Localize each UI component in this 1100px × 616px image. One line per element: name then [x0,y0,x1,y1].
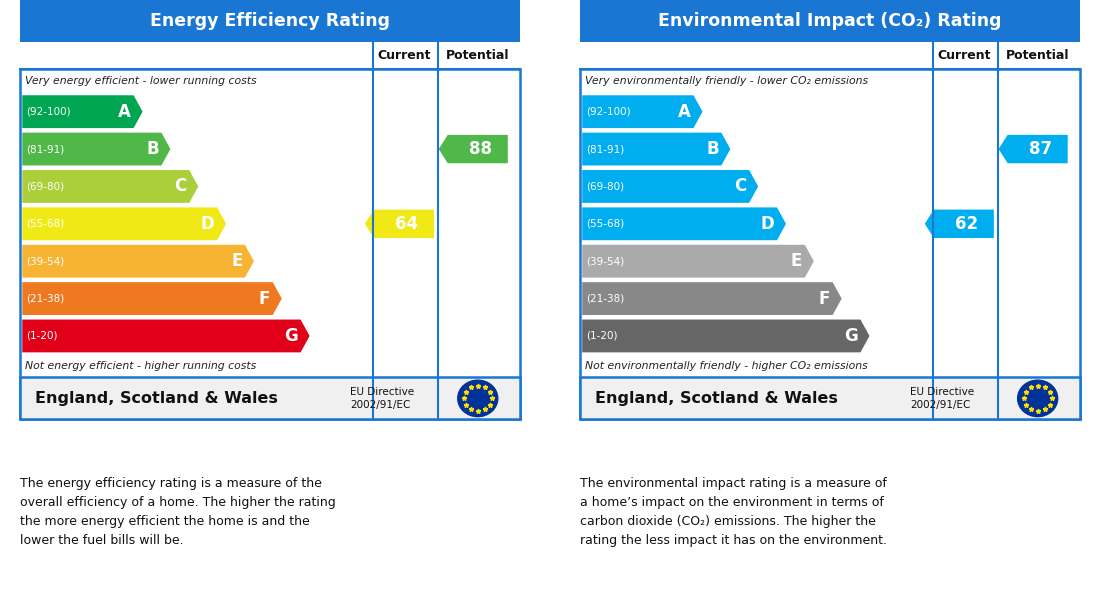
Text: Current: Current [377,49,431,62]
Text: (55-68): (55-68) [586,219,625,229]
Polygon shape [582,282,842,315]
Text: Energy Efficiency Rating: Energy Efficiency Rating [150,12,390,30]
Text: B: B [706,140,718,158]
Text: E: E [231,252,242,270]
Polygon shape [22,282,282,315]
Text: E: E [791,252,802,270]
Text: EU Directive
2002/91/EC: EU Directive 2002/91/EC [350,387,415,410]
Text: The energy efficiency rating is a measure of the
overall efficiency of a home. T: The energy efficiency rating is a measur… [20,477,336,548]
Text: (81-91): (81-91) [586,144,625,154]
Text: C: C [175,177,187,195]
Polygon shape [582,132,730,166]
Text: 64: 64 [395,215,418,233]
Text: (39-54): (39-54) [586,256,625,266]
Polygon shape [22,95,143,128]
Polygon shape [582,245,814,278]
Bar [20,0,520,42]
Circle shape [1018,380,1058,416]
Text: F: F [258,290,271,307]
Polygon shape [582,320,869,352]
Text: 62: 62 [955,215,978,233]
Text: F: F [818,290,830,307]
Text: (69-80): (69-80) [586,182,625,192]
Text: (39-54): (39-54) [26,256,65,266]
Polygon shape [925,209,994,238]
Text: C: C [735,177,747,195]
Text: Not environmentally friendly - higher CO₂ emissions: Not environmentally friendly - higher CO… [585,361,868,371]
Bar [20,69,520,419]
Text: (81-91): (81-91) [26,144,65,154]
Polygon shape [582,95,703,128]
Polygon shape [365,209,435,238]
Text: England, Scotland & Wales: England, Scotland & Wales [35,391,277,406]
Bar [20,378,520,419]
Text: A: A [678,103,691,121]
Text: The environmental impact rating is a measure of
a home’s impact on the environme: The environmental impact rating is a mea… [580,477,887,548]
Text: EU Directive
2002/91/EC: EU Directive 2002/91/EC [910,387,975,410]
Text: Environmental Impact (CO₂) Rating: Environmental Impact (CO₂) Rating [658,12,1002,30]
Text: D: D [201,215,214,233]
Circle shape [458,380,498,416]
Text: (21-38): (21-38) [586,294,625,304]
Polygon shape [22,132,170,166]
Text: (1-20): (1-20) [26,331,58,341]
Text: Potential: Potential [1005,49,1069,62]
Text: (69-80): (69-80) [26,182,65,192]
Text: G: G [844,327,858,345]
Polygon shape [999,135,1068,163]
Text: (21-38): (21-38) [26,294,65,304]
Polygon shape [22,170,198,203]
Text: G: G [284,327,298,345]
Bar [580,0,1080,42]
Polygon shape [582,170,758,203]
Text: A: A [118,103,131,121]
Text: D: D [761,215,774,233]
Text: Current: Current [937,49,991,62]
Text: (1-20): (1-20) [586,331,618,341]
Polygon shape [582,208,786,240]
Text: Potential: Potential [446,49,509,62]
Text: B: B [146,140,158,158]
Text: England, Scotland & Wales: England, Scotland & Wales [595,391,837,406]
Text: Very energy efficient - lower running costs: Very energy efficient - lower running co… [25,76,256,86]
Text: 87: 87 [1028,140,1052,158]
Polygon shape [439,135,508,163]
Polygon shape [22,320,309,352]
Bar [580,69,1080,419]
Polygon shape [22,208,227,240]
Text: Very environmentally friendly - lower CO₂ emissions: Very environmentally friendly - lower CO… [585,76,868,86]
Bar [580,378,1080,419]
Polygon shape [22,245,254,278]
Text: (92-100): (92-100) [586,107,630,116]
Text: (92-100): (92-100) [26,107,70,116]
Text: (55-68): (55-68) [26,219,65,229]
Text: Not energy efficient - higher running costs: Not energy efficient - higher running co… [25,361,256,371]
Text: 88: 88 [469,140,492,158]
